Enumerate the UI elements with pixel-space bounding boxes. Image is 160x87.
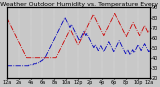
Title: Milwaukee Weather Outdoor Humidity vs. Temperature Every 5 Minutes: Milwaukee Weather Outdoor Humidity vs. T… [0,2,160,7]
